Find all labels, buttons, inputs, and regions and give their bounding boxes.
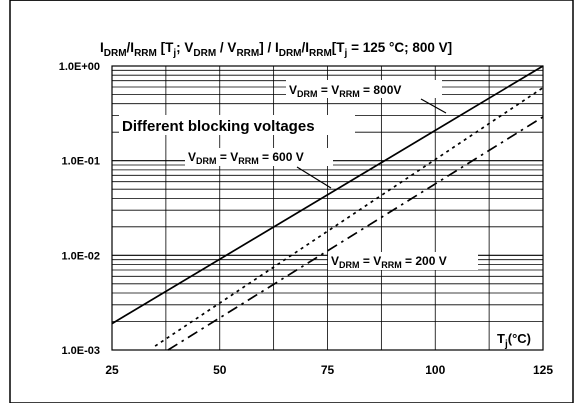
x-tick-label: 75 [321, 363, 335, 377]
chart-frame [9, 0, 574, 404]
annotation-text: Different blocking voltages [122, 118, 315, 135]
y-tick-label: 1.0E+00 [59, 61, 100, 73]
series-200v-label: VDRM = VRRM = 200 V [331, 254, 447, 270]
series-600v-label: VDRM = VRRM = 600 V [188, 150, 304, 166]
x-tick-label: 50 [213, 363, 227, 377]
x-axis-label-box [494, 328, 542, 348]
y-tick-labels: 1.0E-03 1.0E-02 1.0E-01 1.0E+00 [59, 61, 100, 357]
series-200v-label-box [328, 252, 478, 270]
series-line-solid [111, 65, 544, 325]
x-tick-labels: 25 50 75 100 125 [105, 363, 553, 377]
series-600v-pointer [296, 166, 332, 189]
x-tick-label: 25 [105, 363, 119, 377]
chart-title: IDRM/IRRM [Tj; VDRM / VRRM] / IDRM/IRRM[… [100, 40, 452, 59]
x-tick-label: 125 [533, 363, 553, 377]
plot-area [111, 65, 544, 351]
series-800v-pointer [420, 98, 447, 114]
series-800v-label-box [286, 80, 442, 98]
series-800v-label: VDRM = VRRM = 800V [289, 83, 401, 99]
x-axis-label: Tj(°C) [497, 331, 531, 350]
series-600v-label-box [185, 148, 333, 166]
x-tick-label: 100 [425, 363, 445, 377]
annotation-box [119, 115, 355, 135]
y-tick-label: 1.0E-02 [61, 250, 100, 262]
series-line-dashdot [167, 116, 544, 351]
y-tick-label: 1.0E-01 [61, 156, 100, 168]
y-tick-label: 1.0E-03 [61, 345, 100, 357]
series-line-dotted [154, 86, 544, 347]
series-layer [111, 65, 544, 351]
